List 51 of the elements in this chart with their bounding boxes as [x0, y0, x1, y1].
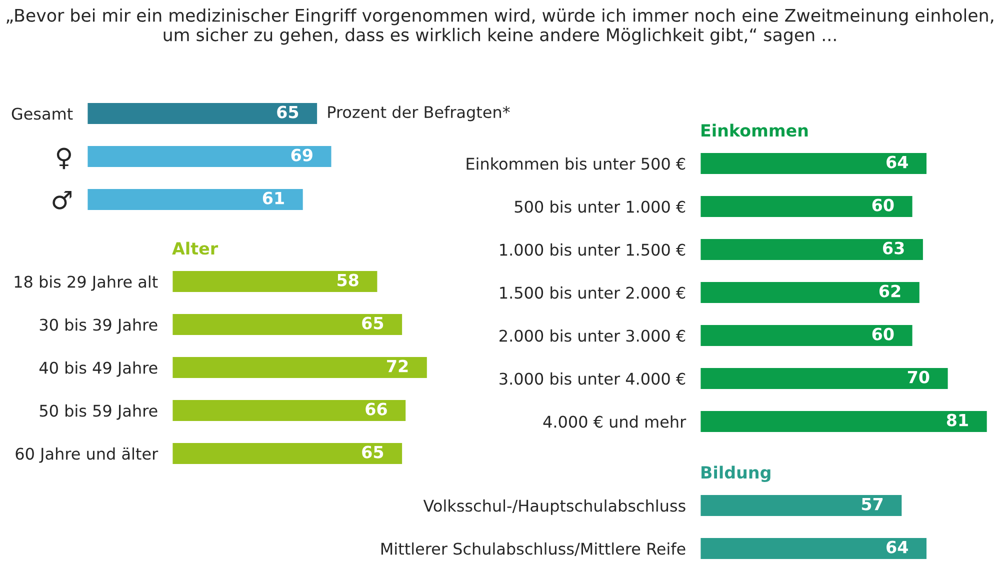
data-label: 65 [362, 316, 384, 330]
y-tick-label: 1.000 bis unter 1.500 € [500, 243, 686, 256]
data-label: 81 [946, 414, 968, 426]
text: „Bevor bei mir ein medizinischer Eingriff vorgenommen wird, würde ich immer noch eine Zweitmeinung einholen, um sicher zu gehen, dass es wirklich keine andere Möglichkeit gibt,“ sagen ... [6, 8, 994, 45]
bar [172, 356, 428, 380]
y-tick-label: 50 bis 59 Jahre [40, 404, 158, 420]
data-label: 65 [277, 106, 298, 118]
bar [700, 238, 924, 262]
chart-title: Einkommen [702, 124, 808, 137]
bar [700, 280, 921, 304]
chart-title: Bildung [702, 466, 770, 482]
y-tick-label: Mittlerer Schulabschluss/Mittlere Reife [381, 542, 686, 556]
y-tick-label: ♂ [52, 190, 72, 210]
data-label: 61 [262, 192, 284, 204]
bar [172, 442, 404, 466]
y-tick-label: 3.000 bis unter 4.000 € [500, 372, 686, 385]
y-tick-label: 18 bis 29 Jahre alt [14, 275, 158, 291]
y-tick-label: 60 Jahre und älter [16, 447, 158, 463]
bar [172, 398, 407, 422]
data-label: 62 [879, 284, 900, 298]
data-label: 64 [886, 540, 908, 554]
data-label: 69 [291, 148, 312, 162]
annotation: Prozent der Befragten* [328, 106, 510, 122]
y-tick-label: Einkommen bis unter 500 € [466, 157, 686, 170]
bar [172, 270, 379, 294]
data-label: 63 [883, 242, 904, 254]
y-tick-label: 1.500 bis unter 2.000 € [500, 286, 686, 299]
bar [700, 324, 914, 348]
y-tick-label: Gesamt [12, 108, 73, 120]
chart-title: Alter [172, 242, 218, 255]
data-label: 65 [362, 446, 384, 458]
data-label: 72 [387, 360, 408, 372]
data-label: 70 [908, 370, 930, 384]
y-tick-label: 500 bis unter 1.000 € [514, 200, 686, 213]
data-label: 60 [872, 328, 894, 340]
y-tick-label: 40 bis 49 Jahre [39, 361, 158, 377]
bar [700, 152, 928, 176]
bar [700, 410, 988, 434]
data-label: 60 [872, 198, 894, 212]
y-tick-label: 2.000 bis unter 3.000 € [500, 329, 686, 342]
data-label: 57 [862, 498, 883, 510]
data-label: 58 [338, 274, 358, 286]
y-tick-label: 4.000 € und mehr [543, 415, 686, 428]
bar [700, 366, 950, 390]
y-tick-label: 30 bis 39 Jahre [40, 318, 158, 334]
y-tick-label: Volksschul-/Hauptschulabschluss [423, 499, 686, 515]
data-label: 66 [366, 402, 387, 416]
data-label: 64 [886, 156, 908, 168]
bar [700, 194, 914, 218]
bar [172, 312, 404, 336]
y-tick-label: ♀ [56, 148, 71, 170]
